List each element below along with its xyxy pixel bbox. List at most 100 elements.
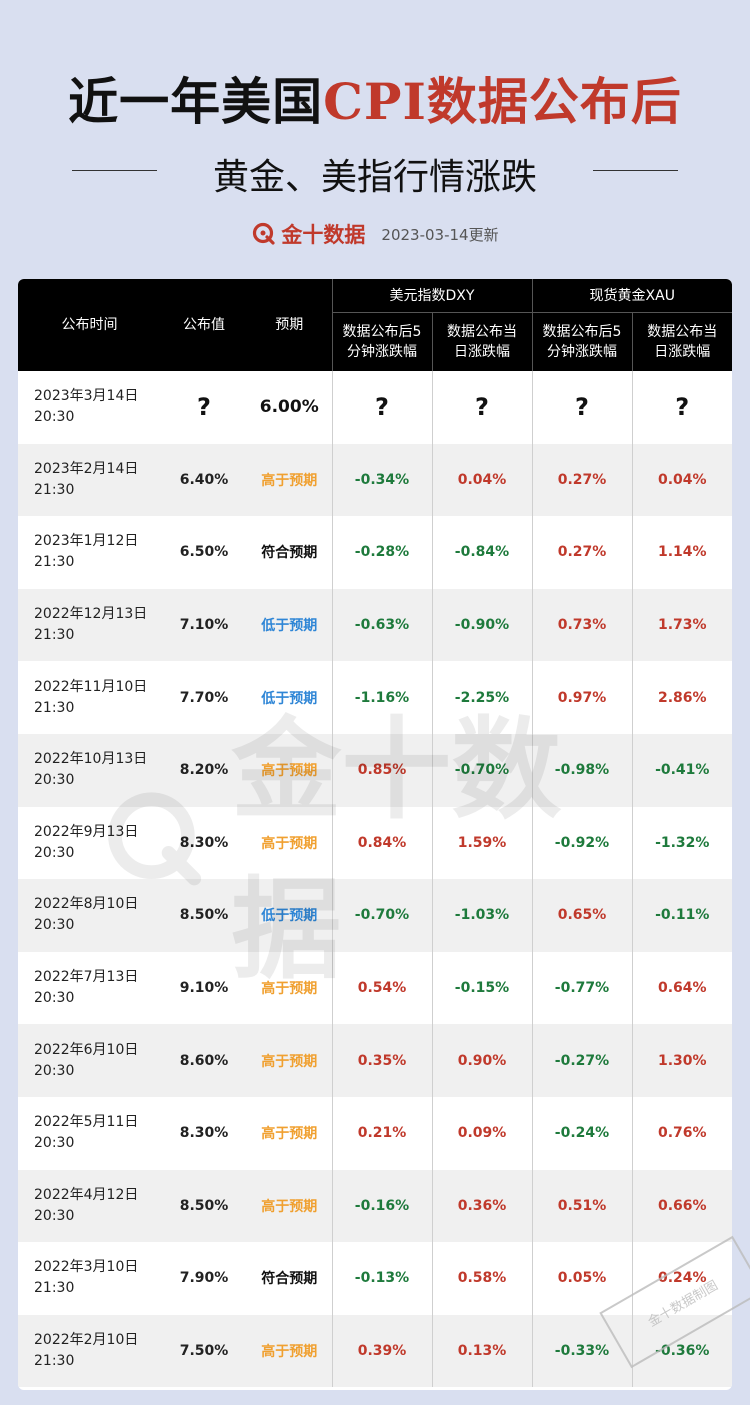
cell-xau-5min: 0.51% (531, 1169, 632, 1243)
cell-forecast: 符合预期 (261, 545, 318, 562)
cell-hour: 20:30 (34, 917, 75, 934)
title-part-1: 近一年美国 (68, 72, 324, 131)
cell-date: 2023年2月14日 (34, 460, 139, 477)
subtitle-row: 黄金、美指行情涨跌 (0, 148, 750, 198)
cell-xau-day: -0.41% (631, 733, 732, 807)
cell-xau-day: 1.14% (631, 516, 732, 589)
cell-value: 8.20% (161, 733, 247, 807)
cell-hour: 20:30 (34, 844, 75, 861)
cell-xau-5min: 0.27% (531, 443, 632, 517)
cell-time: 2022年6月10日 20:30 (18, 1024, 161, 1097)
divider-right (593, 170, 678, 171)
cell-dxy-5min: -0.16% (331, 1169, 432, 1243)
cell-dxy-day: -0.70% (431, 733, 532, 807)
table-row: 2022年4月12日 20:30 8.50% 高于预期 -0.16% 0.36% 0.51%… (18, 1169, 732, 1243)
cell-value: 7.70% (179, 689, 229, 706)
cell-dxy-day: 0.13% (431, 1314, 532, 1388)
cell-dxy-day: 0.58% (431, 1242, 532, 1315)
cell-value: 8.60% (161, 1024, 247, 1097)
cell-dxy-day: -0.90% (431, 588, 532, 662)
header-time: 公布时间 (18, 279, 161, 371)
cell-date: 2022年6月10日 (34, 1041, 139, 1058)
cell-value: 7.50% (161, 1314, 247, 1388)
cell-dxy-day: -1.03% (431, 879, 532, 952)
cell-hour: 20:30 (34, 1207, 75, 1224)
cell-hour: 21:30 (34, 1280, 75, 1297)
cell-date: 2022年9月13日 (34, 823, 139, 840)
brand-logo: 金十数据 (251, 219, 365, 249)
cell-forecast: 符合预期 (261, 1271, 318, 1288)
cell-xau-day: -1.32% (631, 806, 732, 880)
cell-xau-day: 0.66% (631, 1169, 732, 1243)
cell-date: 2023年1月12日 (34, 533, 139, 550)
cell-value: 6.50% (179, 544, 229, 561)
cell-value: 7.10% (161, 588, 247, 662)
cell-xau-5min: 0.27% (531, 516, 632, 589)
page-subtitle: 黄金、美指行情涨跌 (212, 157, 537, 198)
cell-date: 2022年8月10日 (34, 896, 139, 913)
header-xau-5min: 数据公布后5分钟涨跌幅 (531, 312, 632, 371)
cell-dxy-5min: -1.16% (331, 661, 432, 734)
cell-hour: 21:30 (34, 481, 75, 498)
cell-time: 2022年9月13日 20:30 (18, 807, 161, 880)
cell-forecast: 高于预期 (261, 981, 318, 998)
cell-forecast: 低于预期 (247, 588, 332, 662)
cell-hour: 21:30 (34, 627, 75, 644)
cell-time: 2023年3月14日 20:30 (18, 371, 161, 444)
brand-row: 金十数据 2023-03-14更新 (0, 218, 750, 250)
cell-dxy-5min: 0.84% (331, 806, 432, 880)
cell-time: 2022年2月10日 21:30 (18, 1314, 161, 1388)
cell-forecast: 低于预期 (247, 879, 332, 952)
cell-date: 2022年5月11日 (34, 1114, 139, 1131)
table-row: 2022年5月11日 20:30 8.30% 高于预期 0.21% 0.09% -0.24%… (18, 1096, 732, 1170)
cell-xau-day: ? (631, 371, 732, 444)
cell-time: 2022年7月13日 20:30 (18, 952, 161, 1025)
cell-xau-5min: ? (531, 371, 632, 444)
cell-value: 8.30% (179, 1125, 229, 1142)
cell-xau-day: 0.04% (631, 443, 732, 517)
cell-dxy-5min: -0.34% (331, 443, 432, 517)
cell-dxy-5min: -0.70% (331, 879, 432, 952)
cell-xau-5min: 0.73% (531, 588, 632, 662)
table-row: 2022年10月13日 20:30 8.20% 高于预期 0.85% -0.70% -0.9… (18, 733, 732, 807)
cell-value: ? (197, 393, 211, 422)
cell-dxy-day: 0.36% (431, 1169, 532, 1243)
cell-hour: 20:30 (34, 772, 75, 789)
cell-hour: 21:30 (34, 554, 75, 571)
table-row: 2022年3月10日 21:30 7.90% 符合预期 -0.13% 0.58% 0.05%… (18, 1242, 732, 1315)
cell-xau-5min: 0.65% (531, 879, 632, 952)
update-date: 2023-03-14更新 (381, 225, 499, 244)
cell-date: 2022年4月12日 (34, 1186, 139, 1203)
cell-forecast: 6.00% (259, 397, 319, 418)
cell-time: 2023年1月12日 21:30 (18, 516, 161, 589)
cell-time: 2022年10月13日 20:30 (18, 733, 161, 807)
cell-xau-day: -0.11% (631, 879, 732, 952)
cell-time: 2022年8月10日 20:30 (18, 879, 161, 952)
header-value: 公布值 (161, 279, 247, 371)
table-row: 2022年11月10日 21:30 7.70% 低于预期 -1.16% -2.25% 0.9… (18, 661, 732, 734)
brand-name: 金十数据 (281, 223, 366, 247)
cell-dxy-5min: -0.28% (331, 516, 432, 589)
cell-value: 7.90% (179, 1270, 229, 1287)
cell-dxy-day: -0.84% (431, 516, 532, 589)
cell-dxy-5min: ? (331, 371, 432, 444)
cell-xau-day: -0.36% (631, 1314, 732, 1388)
cell-dxy-day: ? (431, 371, 532, 444)
cell-xau-day: 0.64% (631, 951, 732, 1025)
cell-xau-day: 0.76% (631, 1096, 732, 1170)
cell-xau-5min: 0.97% (531, 661, 632, 734)
cell-xau-5min: 0.05% (531, 1242, 632, 1315)
cell-xau-5min: -0.33% (531, 1314, 632, 1388)
cell-xau-5min: -0.24% (531, 1096, 632, 1170)
cell-dxy-day: 0.90% (431, 1024, 532, 1097)
cell-time: 2022年5月11日 20:30 (18, 1097, 161, 1170)
data-table: 公布时间 公布值 预期 美元指数DXY 现货黄金XAU 数据公布后5分钟涨跌幅 … (18, 279, 732, 1390)
cell-date: 2022年3月10日 (34, 1259, 139, 1276)
cell-dxy-5min: 0.39% (331, 1314, 432, 1388)
page-title: 近一年美国CPI数据公布后 (0, 62, 750, 134)
table-row: 2022年7月13日 20:30 9.10% 高于预期 0.54% -0.15% -0.77… (18, 951, 732, 1025)
cell-value: 6.40% (161, 443, 247, 517)
cell-value: 8.50% (161, 879, 247, 952)
cell-date: 2022年2月10日 (34, 1332, 139, 1349)
table-row: 2022年6月10日 20:30 8.60% 高于预期 0.35% 0.90% -0.27%… (18, 1024, 732, 1097)
